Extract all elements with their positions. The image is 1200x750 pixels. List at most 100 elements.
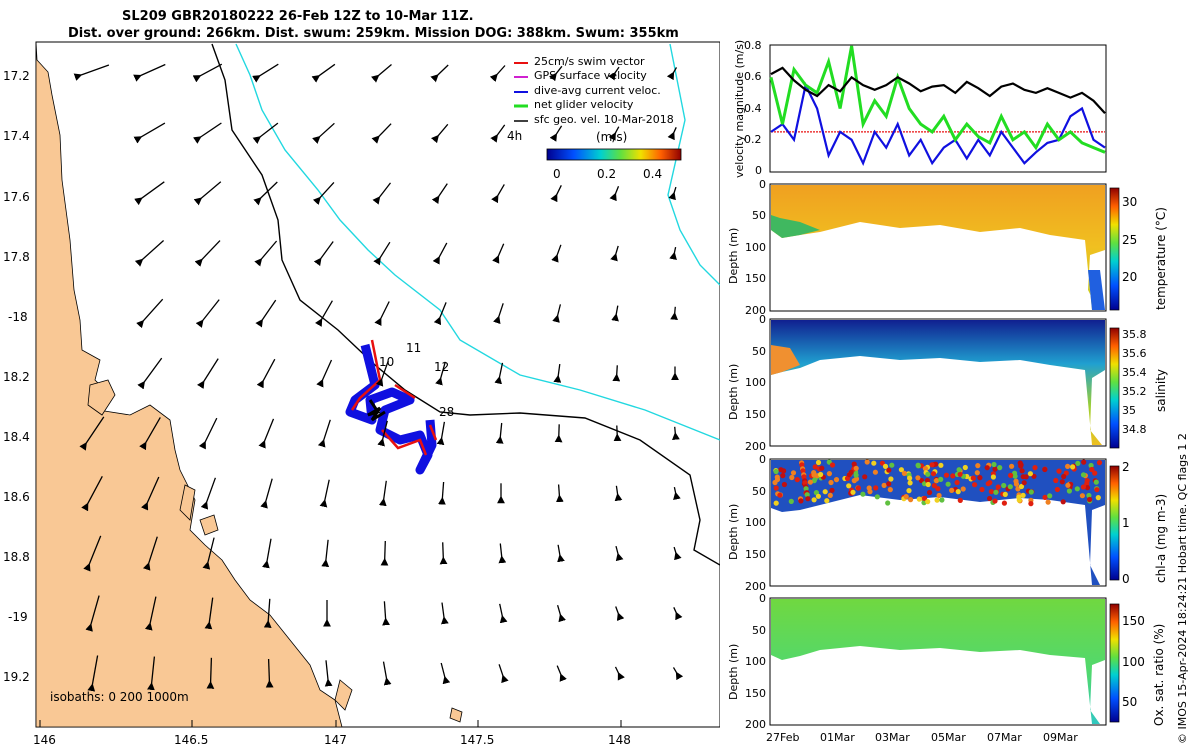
velocity-arrow-12 xyxy=(193,122,222,144)
chlorophyll-dot-96 xyxy=(970,475,976,481)
velocity-arrow-82 xyxy=(673,486,681,501)
chlorophyll-ytick-50: 50 xyxy=(752,485,766,498)
salinity-ylabel: Depth (m) xyxy=(727,363,740,420)
velocity-plot-frame xyxy=(769,44,1107,173)
lon-tick-147: 147 xyxy=(324,733,347,747)
velocity-arrow-47 xyxy=(493,303,504,325)
velocity-arrow-88 xyxy=(380,540,389,566)
chlorophyll-dot-39 xyxy=(1042,494,1048,500)
speed-unit-label: (m/s) xyxy=(596,130,628,144)
chlorophyll-dot-150 xyxy=(850,489,856,495)
chlorophyll-dot-249 xyxy=(1093,479,1099,485)
chlorophyll-dot-202 xyxy=(815,493,821,499)
temperature-ytick-100: 100 xyxy=(745,241,766,254)
temperature-colorbar xyxy=(1109,187,1120,311)
chlorophyll-dot-239 xyxy=(1018,463,1024,469)
chlorophyll-dot-238 xyxy=(925,471,931,477)
velocity-arrow-105 xyxy=(87,655,99,692)
lat-tick-17-2: 17.2 xyxy=(3,69,30,83)
chlorophyll-dot-168 xyxy=(1081,459,1087,465)
chlorophyll-dot-72 xyxy=(1042,466,1048,473)
velocity-arrow-40 xyxy=(669,246,677,261)
chlorophyll-dot-204 xyxy=(811,472,817,478)
chlorophyll-dot-14 xyxy=(798,498,804,504)
temperature-ylabel: Depth (m) xyxy=(727,227,740,284)
velocity-arrow-46 xyxy=(433,302,447,326)
land-island-4 xyxy=(449,707,463,723)
chlorophyll-dot-246 xyxy=(781,468,787,474)
velocity-arrow-103 xyxy=(615,606,625,621)
speed-tick-0: 0 xyxy=(553,167,561,181)
lon-tick-147-5: 147.5 xyxy=(460,733,495,747)
velocity-arrow-33 xyxy=(254,240,278,267)
chlorophyll-dot-156 xyxy=(846,483,852,489)
chlorophyll-dot-88 xyxy=(862,474,868,480)
velocity-arrow-45 xyxy=(374,301,390,327)
salinity-ytick-150: 150 xyxy=(745,408,766,421)
chlorophyll-dot-54 xyxy=(811,497,817,503)
velocity-ytick-0-2: 0.2 xyxy=(744,133,762,146)
velocity-arrow-24 xyxy=(312,181,335,206)
velocity-arrow-115 xyxy=(672,667,684,681)
oxygen-ytick-50: 50 xyxy=(752,624,766,637)
velocity-arrow-6 xyxy=(430,64,449,83)
chlorophyll-dot-254 xyxy=(805,496,811,502)
lon-tick-146: 146 xyxy=(33,733,56,747)
velocity-arrow-8 xyxy=(549,65,563,82)
chlorophyll-dot-122 xyxy=(801,474,807,480)
velocity-arrow-68 xyxy=(495,422,504,444)
temperature-ctick-30: 30 xyxy=(1122,195,1138,209)
chlorophyll-dot-9 xyxy=(833,477,840,483)
chlorophyll-dot-127 xyxy=(990,474,996,480)
chlorophyll-dot-179 xyxy=(826,471,832,477)
isobaths-label: isobaths: 0 200 1000m xyxy=(50,690,189,704)
chlorophyll-dot-64 xyxy=(789,474,795,481)
velocity-arrow-54 xyxy=(316,359,333,388)
chlorophyll-dot-137 xyxy=(933,478,940,484)
oxygen-colorbar xyxy=(1109,603,1120,723)
oxygen-ytick-0: 0 xyxy=(759,592,766,605)
chlorophyll-ytick-150: 150 xyxy=(745,548,766,561)
chlorophyll-dot-170 xyxy=(1019,468,1025,474)
chlorophyll-dot-35 xyxy=(822,489,828,495)
chlorophyll-dot-207 xyxy=(812,464,818,470)
land-mainland xyxy=(35,41,343,728)
chlorophyll-dot-89 xyxy=(824,498,830,504)
chlorophyll-dot-67 xyxy=(943,472,950,478)
chlorophyll-ctick-0: 0 xyxy=(1122,572,1130,586)
chlorophyll-dot-130 xyxy=(922,495,928,501)
velocity-arrow-75 xyxy=(260,478,273,509)
velocity-arrow-19 xyxy=(608,126,620,141)
chlorophyll-dot-142 xyxy=(1066,488,1072,494)
oxygen-ylabel: Depth (m) xyxy=(727,643,740,700)
velocity-arrow-102 xyxy=(556,605,566,623)
chlorophyll-dot-185 xyxy=(935,486,941,492)
velocity-arrow-38 xyxy=(551,244,562,263)
velocity-arrow-107 xyxy=(206,657,215,689)
chlorophyll-dot-155 xyxy=(1096,460,1103,466)
temperature-ctick-20: 20 xyxy=(1122,270,1138,284)
chlorophyll-dot-50 xyxy=(799,462,805,468)
lat-tick-18-4: 18.4 xyxy=(3,430,30,444)
four-hour-label: 4h xyxy=(507,129,523,143)
glider-track-red xyxy=(350,339,438,456)
chlorophyll-clabel: chl-a (mg m-3) xyxy=(1154,493,1168,583)
velocity-arrow-30 xyxy=(668,186,677,201)
chlorophyll-dot-99 xyxy=(1053,477,1059,484)
lat-tick-18-8: 18.8 xyxy=(3,550,30,564)
temperature-cold-plume xyxy=(1088,270,1105,310)
time-tick-03mar: 03Mar xyxy=(875,731,910,744)
chlorophyll-dot-66 xyxy=(992,466,998,472)
chlorophyll-dot-153 xyxy=(1054,486,1060,493)
land-island-2 xyxy=(179,484,196,521)
chlorophyll-dot-148 xyxy=(773,500,779,506)
chlorophyll-dot-165 xyxy=(829,487,835,493)
chlorophyll-dot-195 xyxy=(1092,470,1098,476)
oxygen-ytick-100: 100 xyxy=(745,655,766,668)
oxygen-clabel: Ox. sat. ratio (%) xyxy=(1152,623,1166,726)
chlorophyll-dot-44 xyxy=(975,463,981,469)
velocity-arrow-26 xyxy=(431,183,448,204)
chlorophyll-dot-49 xyxy=(889,462,895,468)
chlorophyll-dot-255 xyxy=(886,467,892,473)
velocity-arrow-43 xyxy=(255,299,277,328)
